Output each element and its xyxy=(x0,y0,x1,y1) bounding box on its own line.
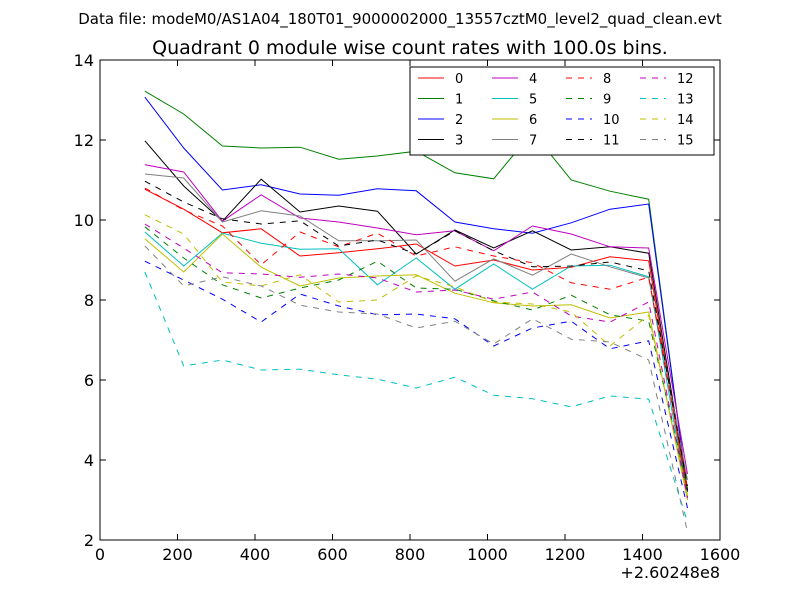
x-tick-label: 1400 xyxy=(622,545,663,564)
series-line-0 xyxy=(144,188,688,497)
legend-label-12: 12 xyxy=(677,72,694,87)
legend-label-14: 14 xyxy=(677,113,694,128)
legend-label-5: 5 xyxy=(529,93,537,108)
series-line-13 xyxy=(144,271,688,523)
legend-label-11: 11 xyxy=(603,134,620,149)
x-tick-label: 1200 xyxy=(545,545,586,564)
legend-label-6: 6 xyxy=(529,113,537,128)
series-line-15 xyxy=(144,245,688,533)
x-tick-label: 1600 xyxy=(700,545,741,564)
legend-label-7: 7 xyxy=(529,134,537,149)
series-line-10 xyxy=(144,260,688,509)
legend-label-9: 9 xyxy=(603,93,611,108)
x-tick-label: 0 xyxy=(95,545,105,564)
legend-label-4: 4 xyxy=(529,72,537,87)
x-tick-label: 800 xyxy=(395,545,426,564)
legend-label-3: 3 xyxy=(455,134,463,149)
legend-label-13: 13 xyxy=(677,93,694,108)
legend-label-15: 15 xyxy=(677,134,694,149)
series-line-6 xyxy=(144,233,688,501)
series-line-11 xyxy=(144,180,688,487)
series-line-2 xyxy=(144,96,688,492)
series-line-9 xyxy=(144,226,688,489)
legend-label-10: 10 xyxy=(603,113,620,128)
x-tick-label: 400 xyxy=(240,545,271,564)
chart-title: Quadrant 0 module wise count rates with … xyxy=(152,37,668,59)
series-line-8 xyxy=(144,187,688,489)
legend-label-8: 8 xyxy=(603,72,611,87)
x-offset-label: +2.60248e8 xyxy=(620,563,720,582)
y-tick-label: 12 xyxy=(74,131,94,150)
y-tick-label: 2 xyxy=(84,531,94,550)
legend-box xyxy=(409,66,715,156)
x-tick-label: 600 xyxy=(317,545,348,564)
x-tick-label: 200 xyxy=(162,545,193,564)
legend-label-1: 1 xyxy=(455,93,463,108)
legend-label-0: 0 xyxy=(455,72,463,87)
legend-label-2: 2 xyxy=(455,113,463,128)
series-line-14 xyxy=(144,214,688,497)
series-line-7 xyxy=(144,173,688,481)
series-layer xyxy=(144,90,688,533)
y-tick-label: 6 xyxy=(84,371,94,390)
series-line-12 xyxy=(144,223,688,499)
series-line-5 xyxy=(144,231,688,501)
y-tick-label: 10 xyxy=(74,211,94,230)
y-tick-label: 14 xyxy=(74,51,94,70)
data-file-header: Data file: modeM0/AS1A04_180T01_90000020… xyxy=(78,10,722,29)
y-tick-label: 4 xyxy=(84,451,94,470)
series-line-4 xyxy=(144,164,688,475)
y-tick-label: 8 xyxy=(84,291,94,310)
x-tick-label: 1000 xyxy=(467,545,508,564)
